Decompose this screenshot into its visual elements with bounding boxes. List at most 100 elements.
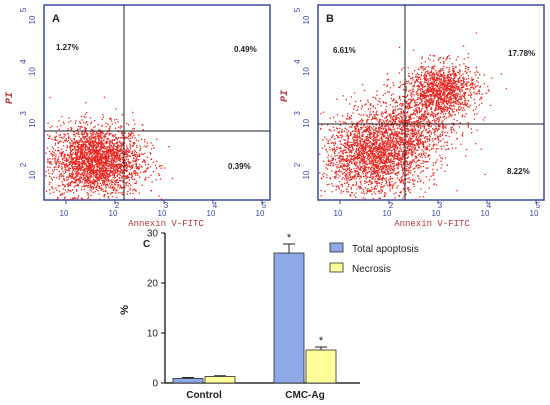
panel-b-dot — [435, 161, 437, 163]
panel-b-dot — [357, 143, 359, 145]
panel-b-dot — [389, 176, 391, 178]
panel-b-dot — [395, 101, 397, 103]
panel-b-dot — [440, 167, 442, 169]
panel-a-dot — [69, 145, 71, 148]
panel-b-dot — [403, 164, 405, 166]
panel-b-dot — [384, 171, 386, 173]
panel-a-dot — [116, 171, 118, 173]
panel-a-dot — [107, 196, 109, 198]
panel-a-dot — [85, 155, 87, 157]
panel-a-dot — [81, 186, 83, 188]
panel-b-dot — [412, 180, 414, 182]
panel-a-dot — [74, 179, 77, 181]
panel-a-dot — [92, 129, 94, 131]
panel-b-dot — [356, 165, 358, 167]
panel-b-dot — [393, 119, 395, 121]
panel-b-dot — [365, 143, 367, 145]
panel-a-dot — [77, 156, 79, 158]
panel-b-dot — [389, 134, 391, 136]
panel-a-dot — [112, 170, 114, 172]
panel-b-dot — [406, 165, 408, 168]
panel-b-dot — [344, 168, 346, 170]
panel-a-dot — [100, 175, 103, 177]
panel-b-dot — [403, 144, 405, 146]
panel-b-dot — [400, 157, 403, 159]
panel-b-dot — [371, 160, 374, 162]
panel-b-dot — [358, 174, 360, 176]
panel-a-dot — [95, 164, 97, 166]
panel-a-dot — [95, 156, 97, 158]
panel-a-dot — [110, 160, 113, 162]
panel-b-dot — [390, 141, 393, 144]
panel-a-dot — [85, 158, 87, 160]
panel-b-dot — [387, 121, 390, 123]
panel-a-dot — [91, 121, 93, 123]
panel-a-dot — [89, 186, 91, 188]
panel-b-dot — [349, 116, 351, 118]
panel-b-dot — [469, 88, 471, 90]
panel-b-dot — [369, 111, 371, 113]
panel-a-dot — [73, 165, 76, 168]
panel-a-dot — [121, 162, 123, 164]
panel-b-dot — [360, 166, 362, 168]
panel-a-dot — [121, 187, 123, 189]
panel-a-dot — [132, 160, 134, 162]
panel-b-dot — [323, 145, 326, 147]
panel-a-dot — [97, 145, 99, 147]
panel-a-dot — [110, 154, 113, 156]
panel-b-dot — [378, 175, 380, 178]
panel-b-dot — [377, 165, 379, 167]
panel-a-dot — [68, 117, 70, 119]
panel-a-dot — [104, 155, 106, 158]
panel-b-dot — [387, 134, 389, 137]
panel-a-dot — [102, 182, 104, 184]
panel-a-dot — [82, 136, 85, 138]
panel-a-dot — [109, 148, 111, 150]
panel-a-dot — [91, 166, 93, 168]
panel-b-dot — [440, 160, 442, 162]
panel-b-dot — [335, 127, 338, 129]
panel-a-dot — [107, 176, 110, 179]
panel-b-dot — [410, 170, 412, 172]
panel-a-dot — [91, 136, 93, 138]
panel-b-dot — [439, 68, 442, 70]
panel-a-dot — [98, 169, 100, 172]
panel-a-dot — [129, 140, 131, 142]
panel-b-dot — [385, 152, 387, 154]
panel-a-dot — [144, 152, 146, 155]
panel-a-dot — [101, 153, 103, 155]
panel-a-dot — [114, 187, 116, 189]
panel-b-dot — [427, 57, 429, 59]
panel-b-dot — [431, 98, 433, 100]
panel-a-dot — [104, 177, 106, 179]
panel-a-dot — [89, 184, 91, 186]
panel-a-dot — [100, 170, 102, 172]
panel-a-dot — [114, 166, 116, 168]
panel-b-dot — [396, 140, 398, 142]
panel-a-dot — [120, 168, 122, 170]
panel-a-dot — [70, 177, 72, 179]
panel-a-dot — [120, 165, 123, 168]
panel-b-dot — [337, 164, 339, 166]
panel-a-dot — [151, 148, 153, 150]
panel-b-dot — [337, 177, 339, 179]
panel-b-dot — [353, 141, 355, 143]
panel-b-dot — [376, 140, 378, 142]
panel-a-dot — [138, 192, 140, 194]
panel-b-dot — [436, 109, 438, 111]
panel-b-dot — [394, 117, 396, 119]
panel-a-dot — [97, 135, 99, 138]
panel-b-dot — [369, 142, 371, 144]
panel-a-dot — [119, 153, 121, 155]
panel-a-dot — [112, 181, 114, 183]
panel-a-dot — [113, 164, 116, 166]
panel-b-dot — [352, 138, 354, 140]
panel-a-dot — [117, 155, 119, 157]
panel-a-dot — [62, 175, 65, 178]
panel-a-dot — [156, 167, 158, 169]
panel-b-dot — [359, 167, 361, 169]
panel-b-dot — [412, 183, 414, 185]
panel-a-dot — [134, 155, 136, 157]
panel-b-dot — [383, 165, 386, 167]
panel-b-dot — [377, 130, 379, 133]
